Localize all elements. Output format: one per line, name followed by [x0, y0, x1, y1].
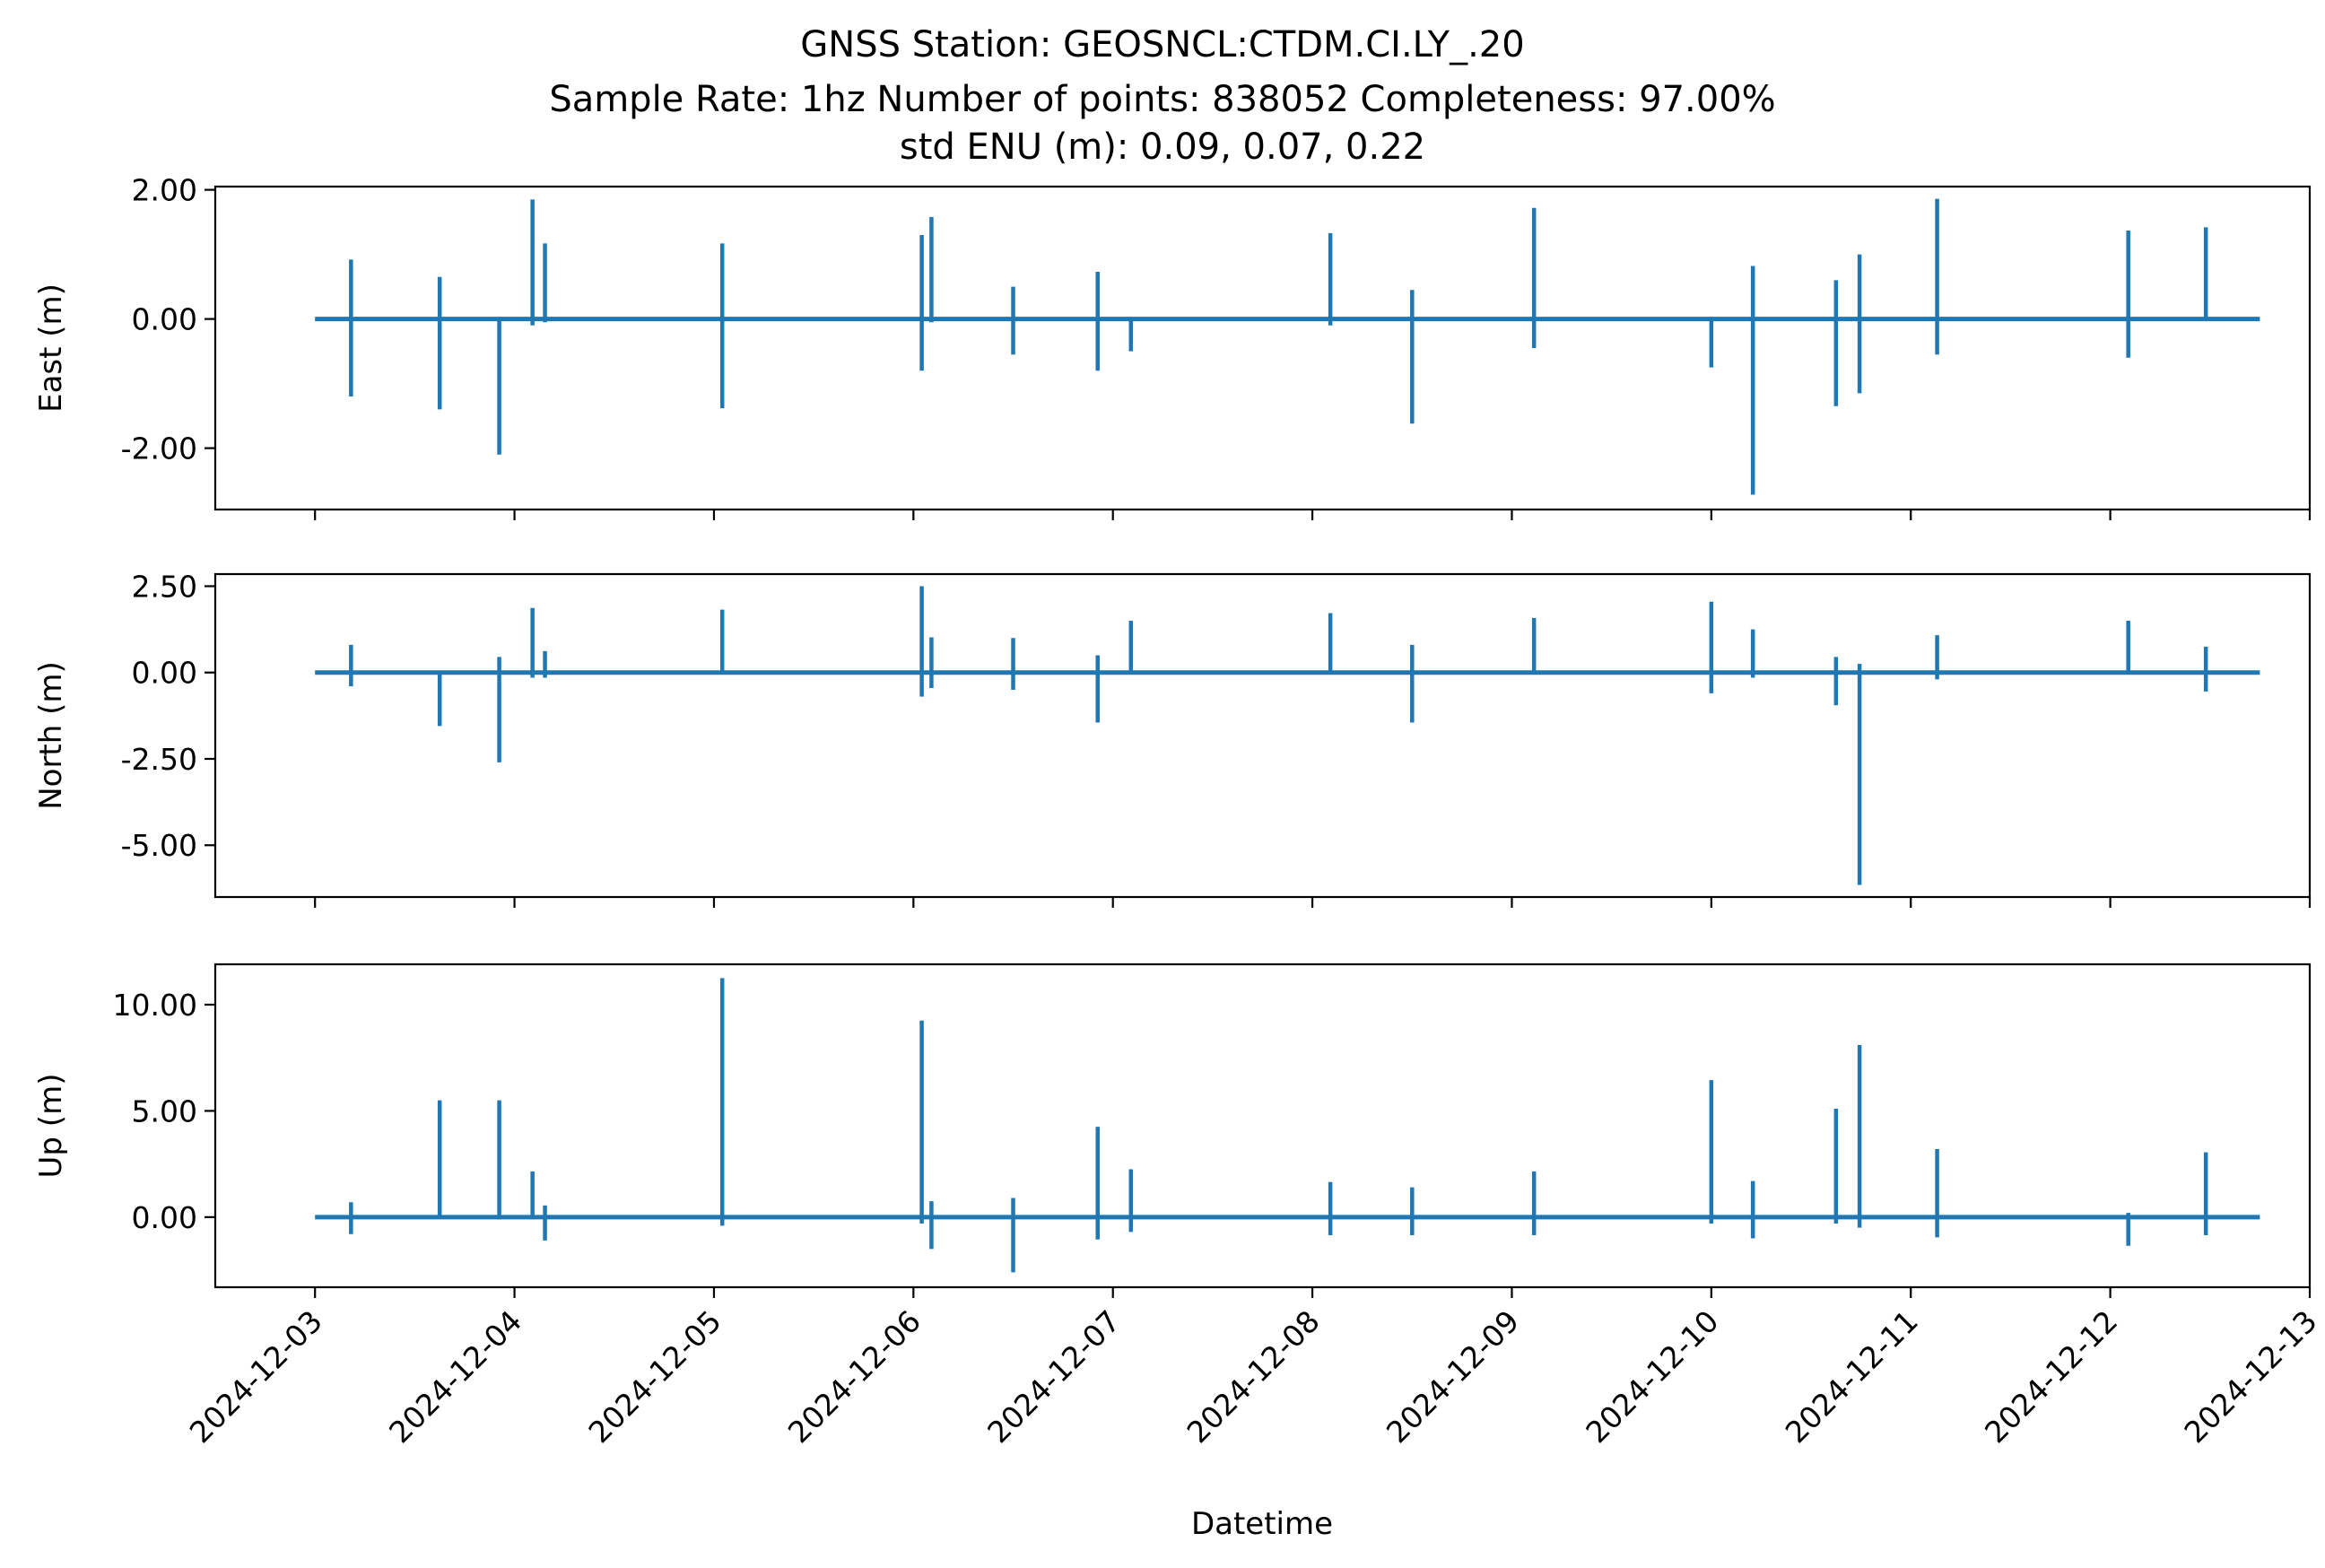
title-line-1: GNSS Station: GEOSNCL:CTDM.CI.LY_.20 [800, 24, 1524, 65]
panels-group: 2.00 0.00 -2.00 East (m) 2.50 0.00 -2.50 -5.00 N… [33, 173, 2312, 1298]
axes-frame-up [213, 963, 2312, 1289]
title-line-3: std ENU (m): 0.09, 0.07, 0.22 [900, 126, 1425, 168]
ytick-label-east-2: -2.00 [121, 431, 197, 466]
ytick-label-north-2: -2.50 [121, 742, 197, 777]
panel-up: 10.00 5.00 0.00 Up (m) [33, 963, 2312, 1298]
axes-frame-east [213, 185, 2312, 511]
ytick-label-up-2: 0.00 [132, 1200, 197, 1235]
panel-north: 2.50 0.00 -2.50 -5.00 North (m) [33, 569, 2312, 908]
ytick-label-east-0: 2.00 [132, 173, 197, 208]
ytick-label-north-0: 2.50 [132, 569, 197, 604]
axes-frame-north [213, 572, 2312, 899]
ylabel-up: Up (m) [33, 1074, 69, 1179]
panel-east: 2.00 0.00 -2.00 East (m) [33, 173, 2312, 520]
ytick-label-east-1: 0.00 [132, 302, 197, 337]
ytick-label-north-3: -5.00 [121, 828, 197, 863]
x-axis-label: Datetime [1191, 1506, 1333, 1542]
ylabel-east: East (m) [33, 283, 69, 413]
ytick-label-north-1: 0.00 [132, 656, 197, 691]
ytick-label-up-1: 5.00 [132, 1093, 197, 1128]
title-line-2: Sample Rate: 1hz Number of points: 83805… [549, 79, 1775, 120]
ylabel-north: North (m) [33, 661, 69, 810]
ytick-label-up-0: 10.00 [113, 988, 197, 1023]
